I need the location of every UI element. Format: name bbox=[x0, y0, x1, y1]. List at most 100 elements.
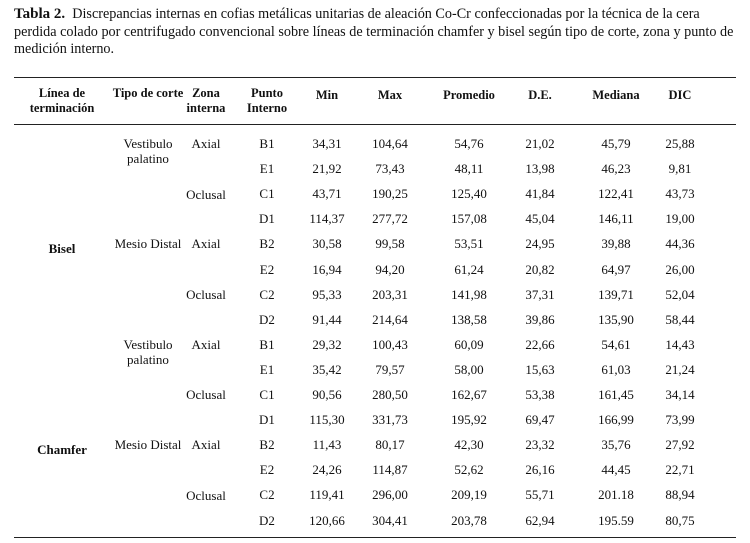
cell-punto: E1 bbox=[259, 161, 275, 177]
cell-mediana: 54,61 bbox=[601, 336, 631, 352]
cell-de: 20,82 bbox=[525, 261, 555, 277]
cell-mediana: 139,71 bbox=[598, 286, 634, 302]
cell-max: 280,50 bbox=[372, 387, 408, 402]
cell-de: 55,71 bbox=[525, 487, 555, 503]
cell-dic: 14,43 bbox=[665, 336, 695, 352]
cell-mediana: 146,11 bbox=[598, 211, 634, 227]
cell-de: 15,63 bbox=[525, 361, 555, 377]
header-tipo: Tipo de corte bbox=[112, 86, 184, 100]
cell-max: 99,58 bbox=[375, 236, 405, 252]
cell-promedio: 52,62 bbox=[454, 462, 484, 478]
bottom-rule bbox=[14, 537, 736, 538]
cell-min: 29,32 bbox=[312, 336, 342, 352]
cell-dic: 19,00 bbox=[665, 211, 695, 227]
cell-min: 35,42 bbox=[312, 361, 342, 377]
cell-mediana: 64,97 bbox=[601, 261, 631, 277]
zona-label: Axial bbox=[191, 437, 221, 452]
table-caption: Tabla 2. Discrepancias internas en cofia… bbox=[14, 6, 736, 59]
header-rule bbox=[14, 124, 736, 125]
cell-mediana: 195.59 bbox=[598, 512, 634, 528]
cell-mediana: 61,03 bbox=[601, 361, 631, 377]
tipo-label: Mesio Distal bbox=[114, 437, 182, 452]
header-punto: Punto Interno bbox=[246, 86, 288, 115]
top-rule bbox=[14, 77, 736, 78]
cell-mediana: 45,79 bbox=[601, 136, 631, 151]
cell-de: 39,86 bbox=[525, 311, 555, 327]
cell-de: 53,38 bbox=[525, 387, 555, 402]
cell-max: 73,43 bbox=[375, 161, 405, 177]
cell-mediana: 44,45 bbox=[601, 462, 631, 478]
cell-promedio: 60,09 bbox=[454, 336, 484, 352]
cell-punto: C1 bbox=[259, 387, 275, 402]
zona-label: Oclusal bbox=[186, 187, 226, 202]
cell-max: 296,00 bbox=[372, 487, 408, 503]
cell-promedio: 203,78 bbox=[451, 512, 487, 528]
linea-label: Bisel bbox=[48, 241, 76, 256]
cell-promedio: 138,58 bbox=[451, 311, 487, 327]
header-mediana: Mediana bbox=[592, 88, 640, 102]
cell-mediana: 39,88 bbox=[601, 236, 631, 252]
cell-promedio: 53,51 bbox=[454, 236, 484, 252]
cell-max: 79,57 bbox=[375, 361, 405, 377]
cell-mediana: 35,76 bbox=[601, 437, 631, 453]
cell-max: 80,17 bbox=[375, 437, 405, 453]
cell-promedio: 141,98 bbox=[451, 286, 487, 302]
cell-promedio: 209,19 bbox=[451, 487, 487, 503]
cell-punto: B1 bbox=[259, 336, 275, 352]
header-de: D.E. bbox=[528, 88, 552, 102]
cell-dic: 43,73 bbox=[665, 186, 695, 202]
cell-punto: C1 bbox=[259, 186, 275, 202]
zona-label: Oclusal bbox=[186, 387, 226, 402]
cell-dic: 88,94 bbox=[665, 487, 695, 503]
cell-min: 34,31 bbox=[312, 136, 342, 151]
cell-min: 114,37 bbox=[309, 211, 345, 227]
zona-label: Axial bbox=[191, 236, 221, 251]
zona-label: Oclusal bbox=[186, 488, 226, 503]
cell-de: 45,04 bbox=[525, 211, 555, 227]
header-max: Max bbox=[377, 88, 403, 102]
cell-mediana: 46,23 bbox=[601, 161, 631, 177]
cell-de: 24,95 bbox=[525, 236, 555, 252]
cell-de: 41,84 bbox=[525, 186, 555, 202]
zona-label: Axial bbox=[191, 337, 221, 352]
cell-promedio: 157,08 bbox=[451, 211, 487, 227]
cell-punto: D1 bbox=[259, 211, 275, 227]
cell-mediana: 161,45 bbox=[598, 387, 634, 402]
caption-label: Tabla 2. bbox=[14, 6, 66, 22]
cell-dic: 58,44 bbox=[665, 311, 695, 327]
cell-dic: 27,92 bbox=[665, 437, 695, 453]
cell-max: 277,72 bbox=[372, 211, 408, 227]
cell-max: 100,43 bbox=[372, 336, 408, 352]
cell-punto: E1 bbox=[259, 361, 275, 377]
cell-promedio: 48,11 bbox=[454, 161, 484, 177]
cell-punto: D2 bbox=[259, 512, 275, 528]
cell-mediana: 201.18 bbox=[598, 487, 634, 503]
cell-dic: 34,14 bbox=[665, 387, 695, 402]
cell-min: 115,30 bbox=[309, 412, 345, 428]
header-zona: Zona interna bbox=[186, 86, 226, 115]
cell-min: 21,92 bbox=[312, 161, 342, 177]
cell-de: 13,98 bbox=[525, 161, 555, 177]
zona-label: Oclusal bbox=[186, 287, 226, 302]
cell-punto: B1 bbox=[259, 136, 275, 151]
cell-dic: 22,71 bbox=[665, 462, 695, 478]
cell-min: 43,71 bbox=[312, 186, 342, 202]
cell-promedio: 54,76 bbox=[454, 136, 484, 151]
cell-dic: 52,04 bbox=[665, 286, 695, 302]
cell-dic: 21,24 bbox=[665, 361, 695, 377]
cell-punto: D1 bbox=[259, 412, 275, 428]
cell-punto: B2 bbox=[259, 236, 275, 252]
header-dic: DIC bbox=[668, 88, 692, 102]
caption-text: Discrepancias internas en cofias metálic… bbox=[14, 6, 734, 57]
cell-min: 90,56 bbox=[312, 387, 342, 402]
cell-max: 104,64 bbox=[372, 136, 408, 151]
cell-max: 114,87 bbox=[372, 462, 408, 478]
cell-promedio: 61,24 bbox=[454, 261, 484, 277]
cell-promedio: 125,40 bbox=[451, 186, 487, 202]
cell-promedio: 195,92 bbox=[451, 412, 487, 428]
cell-de: 62,94 bbox=[525, 512, 555, 528]
cell-max: 304,41 bbox=[372, 512, 408, 528]
cell-punto: B2 bbox=[259, 437, 275, 453]
cell-min: 24,26 bbox=[312, 462, 342, 478]
cell-mediana: 122,41 bbox=[598, 186, 634, 202]
